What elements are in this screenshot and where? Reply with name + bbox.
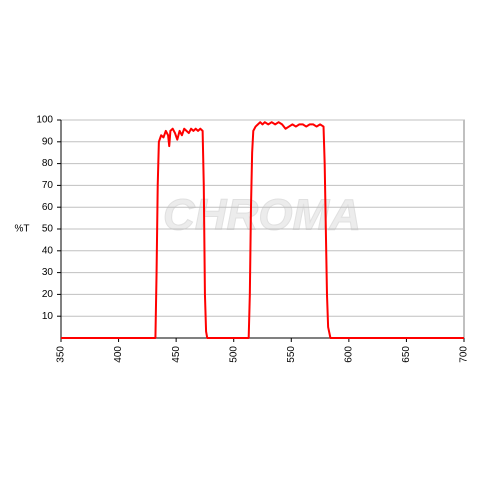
x-tick-label: 450	[171, 346, 182, 363]
x-tick-label: 350	[56, 346, 67, 363]
y-tick-label: 30	[42, 267, 54, 278]
x-tick-label: 500	[228, 346, 239, 363]
y-tick-label: 90	[42, 136, 54, 147]
x-tick-label: 600	[343, 346, 354, 363]
y-tick-label: 20	[42, 289, 54, 300]
y-tick-label: 100	[36, 115, 53, 126]
y-axis-label: %T	[15, 224, 30, 235]
y-tick-label: 50	[42, 224, 54, 235]
data-line	[61, 121, 464, 339]
y-tick-label: 80	[42, 158, 54, 169]
y-tick-label: 60	[42, 202, 54, 213]
y-tick-label: 40	[42, 245, 54, 256]
x-tick-label: 550	[286, 346, 297, 363]
y-tick-label: 10	[42, 311, 54, 322]
x-tick-label: 650	[401, 346, 412, 363]
y-tick-label: 70	[42, 180, 54, 191]
x-tick-label: 700	[459, 346, 470, 363]
x-tick-label: 400	[113, 346, 124, 363]
watermark: CHROMA	[163, 191, 361, 240]
